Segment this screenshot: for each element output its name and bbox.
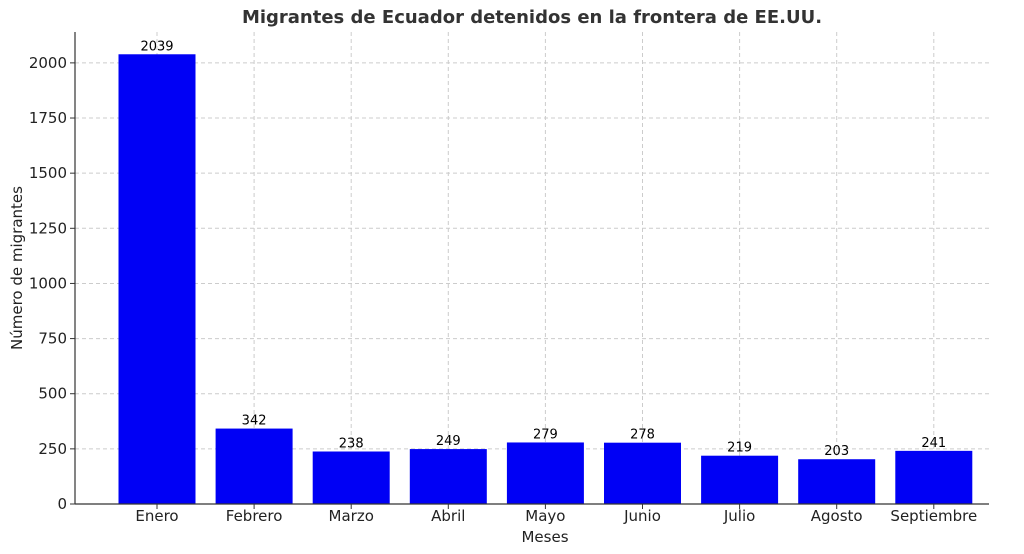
data-label: 279 — [533, 427, 558, 442]
y-axis-label: Número de migrantes — [8, 186, 26, 350]
x-tick-label: Enero — [135, 507, 178, 525]
data-label: 241 — [921, 436, 946, 451]
bar-junio — [604, 442, 681, 504]
x-tick-label: Abril — [431, 507, 465, 525]
y-tick-label: 250 — [38, 440, 67, 458]
x-axis-label: Meses — [521, 528, 568, 546]
bar-abril — [409, 449, 487, 504]
x-tick-label: Marzo — [329, 507, 374, 525]
bar-septiembre — [895, 450, 973, 504]
x-tick-label: Mayo — [525, 507, 565, 525]
y-tick-label: 1750 — [29, 109, 67, 127]
tick-labels: 0 250 500 750 1000 1250 1500 1750 2000 Enero Febre… — [29, 54, 977, 525]
y-tick-label: 1250 — [29, 219, 67, 237]
x-tick-label: Febrero — [226, 507, 283, 525]
bar-marzo — [312, 451, 390, 504]
data-label: 203 — [824, 444, 849, 459]
data-label: 238 — [339, 437, 364, 452]
bar-enero — [118, 54, 196, 504]
data-label: 2039 — [140, 39, 173, 54]
chart-title: Migrantes de Ecuador detenidos en la fro… — [241, 7, 823, 28]
data-labels: 2039 342 238 249 279 278 219 203 241 — [140, 39, 946, 459]
y-tick-label: 750 — [38, 330, 67, 348]
data-label: 249 — [436, 434, 461, 449]
bar-mayo — [506, 442, 584, 504]
data-label: 219 — [727, 441, 752, 456]
bars — [118, 54, 973, 504]
bar-agosto — [798, 459, 876, 504]
y-tick-label: 0 — [57, 495, 67, 513]
x-tick-label: Julio — [723, 507, 755, 525]
bar-julio — [701, 455, 779, 504]
bar-febrero — [215, 428, 293, 504]
x-tick-label: Agosto — [811, 507, 863, 525]
data-label: 342 — [242, 414, 267, 429]
x-tick-label: Junio — [623, 507, 661, 525]
x-tick-label: Septiembre — [890, 507, 977, 525]
y-tick-label: 2000 — [29, 54, 67, 72]
y-tick-label: 500 — [38, 385, 67, 403]
y-tick-label: 1000 — [29, 274, 67, 292]
y-tick-label: 1500 — [29, 164, 67, 182]
data-label: 278 — [630, 428, 655, 443]
